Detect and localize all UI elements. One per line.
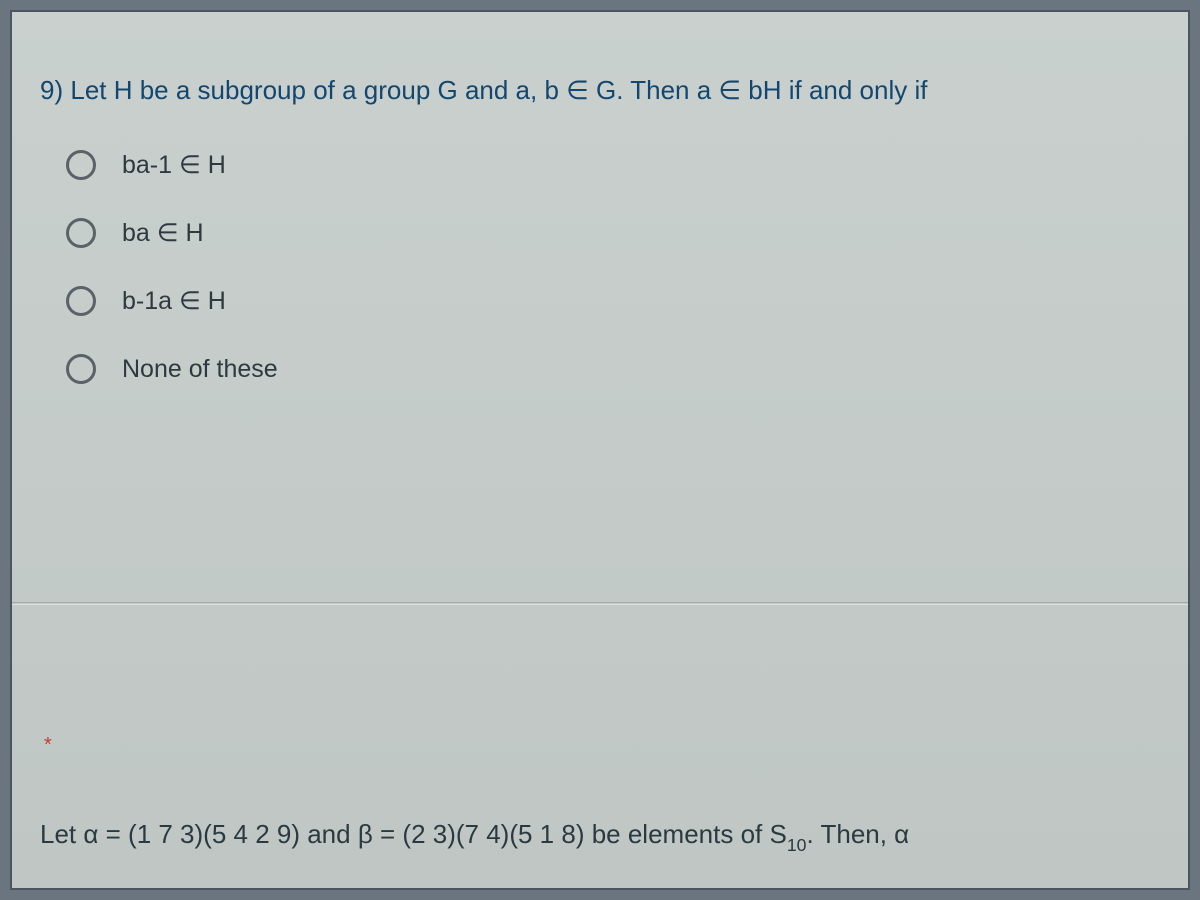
option-c[interactable]: b-1a ∈ H [66,286,1168,316]
option-label: ba ∈ H [122,218,204,248]
option-b[interactable]: ba ∈ H [66,218,1168,248]
question-divider [12,602,1188,604]
quiz-screen: 9) Let H be a subgroup of a group G and … [10,10,1190,890]
question-prompt: 9) Let H be a subgroup of a group G and … [40,72,1168,108]
option-d[interactable]: None of these [66,354,1168,384]
required-star-icon: * [40,734,1188,757]
options-list: ba-1 ∈ H ba ∈ H b-1a ∈ H None of these [40,150,1168,384]
question-number: 9) [40,75,63,105]
radio-icon[interactable] [66,150,96,180]
question-9: 9) Let H be a subgroup of a group G and … [12,12,1188,462]
option-a[interactable]: ba-1 ∈ H [66,150,1168,180]
radio-icon[interactable] [66,286,96,316]
option-label: ba-1 ∈ H [122,150,226,180]
subscript-10: 10 [787,835,807,855]
next-text-prefix: Let α = (1 7 3)(5 4 2 9) and β = (2 3)(7… [40,819,787,849]
radio-icon[interactable] [66,354,96,384]
next-question-text: Let α = (1 7 3)(5 4 2 9) and β = (2 3)(7… [40,819,1188,854]
question-body: Let H be a subgroup of a group G and a, … [70,75,927,105]
option-label: None of these [122,355,278,384]
radio-icon[interactable] [66,218,96,248]
question-10-preview: * Let α = (1 7 3)(5 4 2 9) and β = (2 3)… [40,734,1188,854]
option-label: b-1a ∈ H [122,286,226,316]
next-text-suffix: . Then, α [807,819,910,849]
